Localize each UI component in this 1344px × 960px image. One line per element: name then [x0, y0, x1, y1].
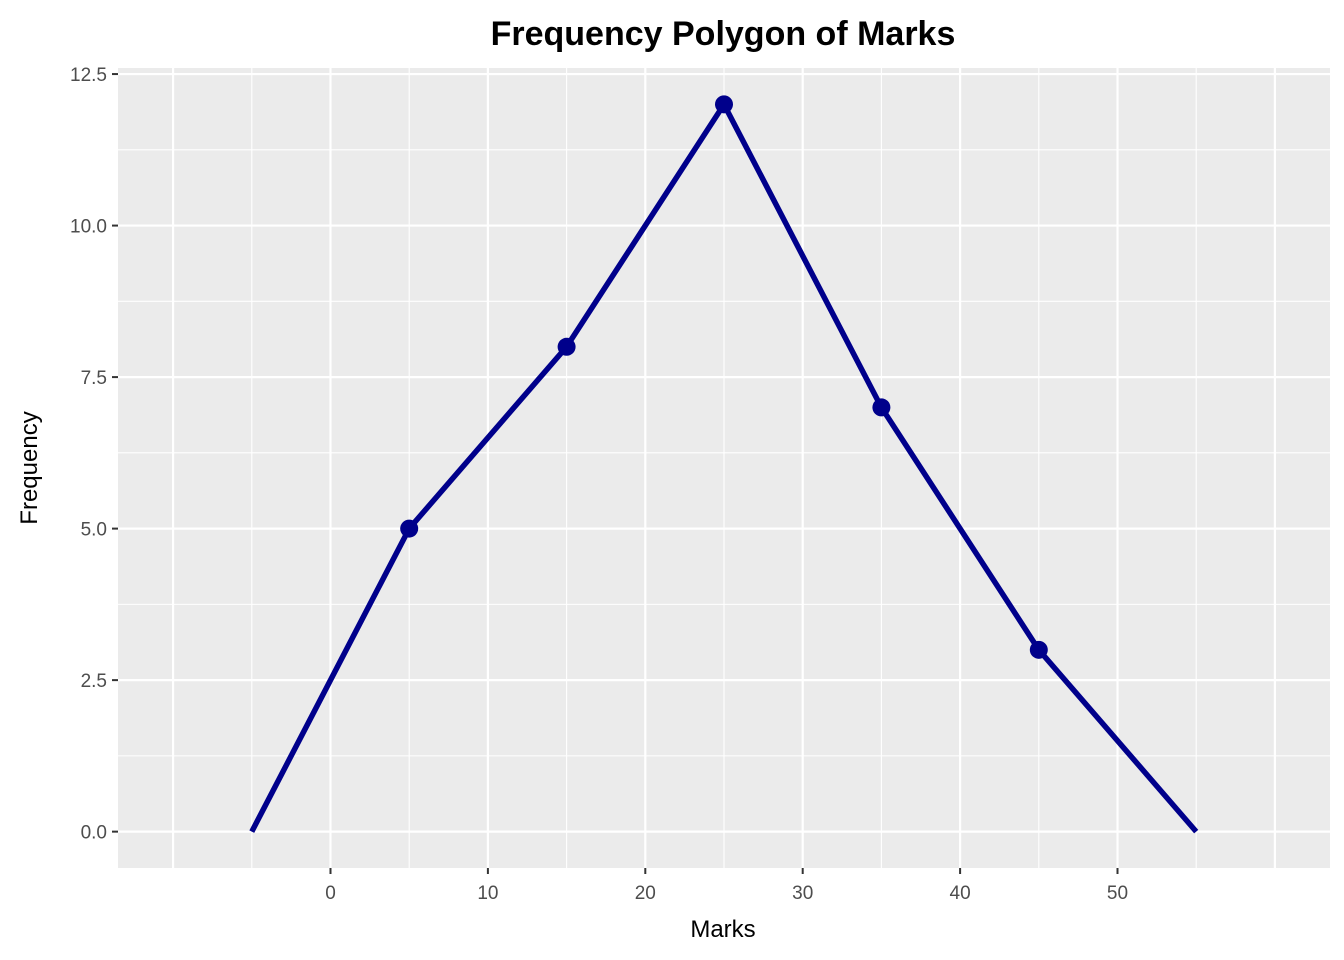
y-axis-title: Frequency	[16, 411, 43, 524]
y-tick-label: 5.0	[81, 520, 107, 541]
x-tick-label: 40	[950, 883, 971, 904]
x-tick-label: 20	[635, 883, 656, 904]
x-tick-label: 50	[1107, 883, 1128, 904]
y-tick-label: 2.5	[81, 671, 107, 692]
data-point	[872, 398, 891, 417]
series	[249, 95, 1199, 834]
y-tick-label: 7.5	[81, 368, 107, 389]
y-tick-label: 10.0	[70, 217, 107, 238]
x-tick-label: 0	[325, 883, 336, 904]
y-tick-label: 0.0	[81, 823, 107, 844]
grid	[118, 68, 1330, 868]
data-point	[400, 519, 419, 538]
x-tick-label: 10	[477, 883, 498, 904]
y-tick-label: 12.5	[70, 65, 107, 86]
data-point	[1029, 640, 1048, 659]
data-point	[557, 337, 576, 356]
chart-title: Frequency Polygon of Marks	[491, 15, 956, 53]
x-tick-label: 30	[792, 883, 813, 904]
data-point	[715, 95, 733, 114]
x-axis-title: Marks	[690, 916, 755, 943]
axes: 0 10 20 30 40 50 0.0 2.5 5.0 7.5 10.0 12.5	[70, 65, 1128, 904]
